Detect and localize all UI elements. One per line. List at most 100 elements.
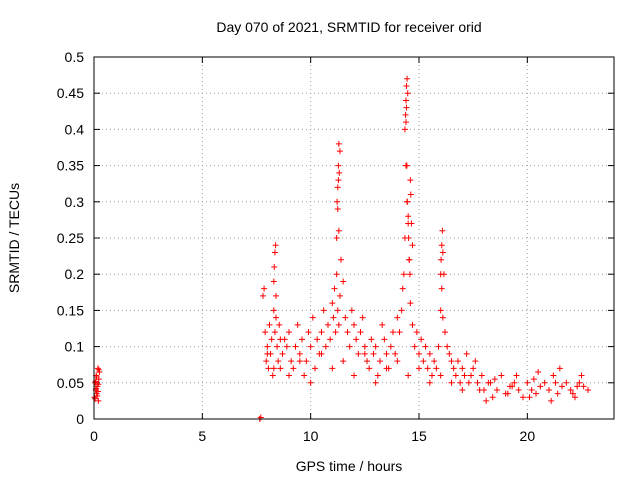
data-point — [270, 278, 277, 285]
data-point — [366, 365, 373, 372]
data-point — [487, 379, 494, 386]
data-point — [361, 343, 368, 350]
data-point — [394, 314, 401, 321]
x-tick-label: 15 — [411, 428, 427, 444]
data-point — [470, 365, 477, 372]
data-point — [563, 379, 570, 386]
data-point — [277, 336, 284, 343]
data-point — [439, 314, 446, 321]
data-point — [567, 387, 574, 394]
y-tick-label: 0.2 — [65, 266, 85, 282]
data-point — [429, 372, 435, 379]
data-point — [353, 336, 360, 343]
data-point — [377, 358, 383, 365]
data-point — [552, 379, 559, 386]
data-point — [390, 329, 396, 336]
data-point — [294, 321, 301, 328]
x-tick-label: 0 — [90, 428, 98, 444]
data-point — [405, 235, 412, 241]
data-point — [520, 394, 526, 401]
data-point — [448, 358, 455, 365]
data-point — [95, 366, 102, 373]
data-point — [368, 336, 375, 343]
y-tick-label: 0.05 — [57, 375, 84, 391]
data-point — [439, 249, 446, 256]
y-tick-label: 0.15 — [57, 302, 84, 318]
data-point — [257, 414, 264, 421]
data-point — [94, 392, 101, 399]
data-point — [535, 368, 542, 375]
data-point — [334, 198, 341, 205]
data-point — [403, 104, 410, 111]
data-point — [448, 379, 455, 386]
y-tick-label: 0.1 — [65, 339, 85, 355]
data-point — [438, 242, 445, 249]
data-point — [442, 329, 448, 336]
data-point — [509, 383, 516, 390]
data-point — [465, 379, 472, 386]
data-point — [355, 350, 362, 357]
data-point — [461, 372, 468, 379]
data-point — [400, 271, 407, 278]
data-point — [392, 350, 399, 357]
data-point — [338, 256, 344, 263]
data-point — [276, 321, 283, 328]
data-point — [270, 307, 277, 314]
data-point — [335, 140, 342, 147]
data-point — [279, 350, 286, 357]
data-point — [409, 321, 416, 328]
data-point — [305, 329, 312, 336]
data-point — [515, 387, 522, 394]
data-point — [307, 379, 314, 386]
data-point — [342, 314, 349, 321]
data-point — [422, 343, 429, 350]
data-point — [537, 383, 544, 390]
x-tick-label: 20 — [520, 428, 536, 444]
data-point — [530, 376, 537, 383]
data-point — [329, 300, 336, 307]
data-point — [524, 379, 531, 386]
data-point — [296, 358, 303, 365]
axis-ticks: 0 0.05 0.1 0.15 0.2 0.25 0.3 0.35 0.4 0.45 0.5 0 5 10… — [57, 49, 614, 444]
data-point — [334, 206, 341, 213]
data-point — [95, 397, 102, 404]
data-point — [463, 350, 470, 357]
data-point — [504, 390, 511, 397]
data-point — [472, 358, 479, 365]
data-point — [314, 336, 321, 343]
data-point — [418, 336, 425, 343]
data-point — [320, 307, 327, 314]
data-point — [455, 358, 461, 365]
data-point — [452, 372, 459, 379]
data-point — [268, 336, 275, 343]
data-point — [332, 329, 339, 336]
data-point — [271, 263, 278, 270]
y-tick-label: 0 — [76, 411, 84, 427]
data-point — [408, 220, 415, 227]
data-point — [481, 387, 487, 394]
y-tick-label: 0.5 — [65, 49, 85, 65]
data-point — [546, 387, 552, 394]
data-point — [318, 350, 325, 357]
data-point — [403, 82, 410, 89]
data-point — [364, 358, 370, 365]
data-point — [574, 383, 581, 390]
data-point — [381, 336, 388, 343]
data-point — [336, 148, 343, 155]
data-point — [407, 177, 414, 184]
data-point — [359, 314, 366, 321]
data-point — [261, 285, 268, 292]
data-point — [264, 350, 271, 357]
data-point — [299, 336, 305, 343]
data-point — [344, 329, 351, 336]
data-point — [286, 329, 292, 336]
data-point — [541, 379, 548, 386]
data-point — [580, 383, 587, 390]
data-point — [416, 350, 422, 357]
data-point — [494, 387, 500, 394]
data-point — [292, 343, 299, 350]
y-tick-label: 0.25 — [57, 230, 84, 246]
data-point — [450, 365, 457, 372]
data-point — [265, 365, 272, 372]
